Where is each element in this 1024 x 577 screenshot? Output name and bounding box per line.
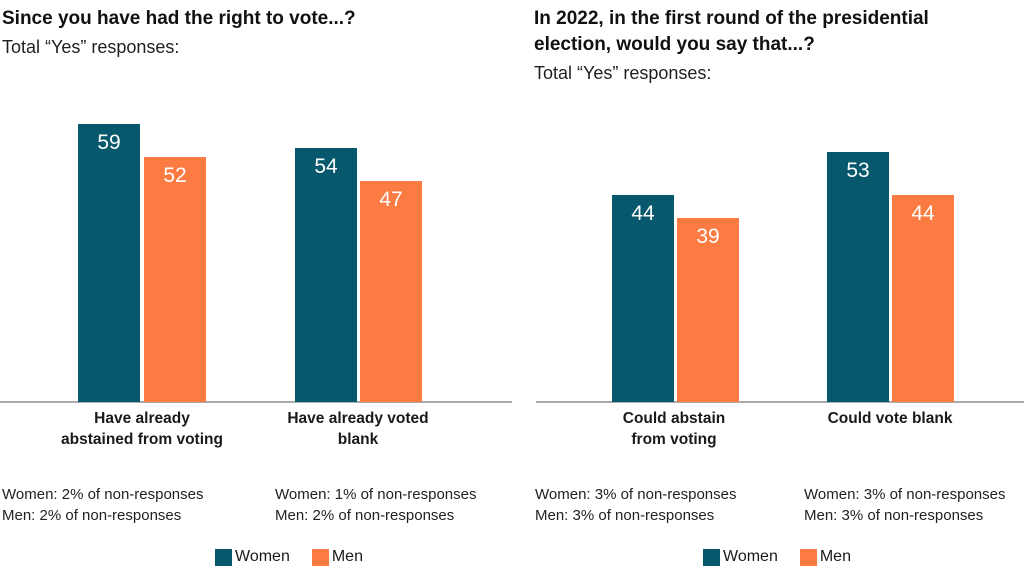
category-label-line: Have already (94, 410, 190, 427)
footnote-line-women: Women: 2% of non-responses (2, 486, 204, 503)
category-label-could-abstain: Could abstain from voting (564, 408, 784, 450)
category-label-line: abstained from voting (61, 431, 223, 448)
category-label-abstained: Have already abstained from voting (32, 408, 252, 450)
legend-swatch-women (703, 548, 720, 566)
chart-title-line: election, would you say that...? (534, 34, 815, 55)
bar-value-label: 39 (696, 225, 720, 248)
chart-header: Since you have had the right to vote...?… (2, 6, 506, 60)
category-label-line: from voting (631, 431, 717, 448)
category-label-line: Could vote blank (827, 410, 953, 427)
bar-women-could-vote-blank: 53 (827, 152, 889, 402)
chart-voting-history: Since you have had the right to vote...?… (0, 6, 512, 566)
footnote-could-vote-blank: Women: 3% of non-responses Men: 3% of no… (804, 484, 1006, 526)
category-label-could-vote-blank: Could vote blank (780, 408, 1000, 429)
footnote-abstained: Women: 2% of non-responses Men: 2% of no… (2, 484, 204, 526)
legend-label-men: Men (331, 548, 363, 565)
category-label-line: Could abstain (622, 410, 726, 427)
chart-2022-election: In 2022, in the first round of the presi… (512, 0, 1024, 577)
bar-value-label: 44 (911, 202, 935, 225)
legend-label-men: Men (819, 548, 851, 565)
bar-men-could-vote-blank: 44 (892, 195, 954, 402)
chart-title-line: Since you have had the right to vote...? (2, 8, 356, 29)
x-axis-line (536, 401, 1024, 403)
footnote-line-men: Men: 2% of non-responses (275, 507, 455, 524)
category-label-voted-blank: Have already voted blank (248, 408, 468, 450)
bar-women-voted-blank: 54 (295, 148, 357, 402)
footnote-line-men: Men: 3% of non-responses (535, 507, 715, 524)
footnote-line-men: Men: 3% of non-responses (804, 507, 984, 524)
bar-women-could-abstain: 44 (612, 195, 674, 402)
bar-value-label: 54 (314, 155, 338, 178)
chart-header: In 2022, in the first round of the presi… (534, 6, 1018, 86)
legend-swatch-men (799, 548, 817, 566)
chart-subtitle: Total “Yes” responses: (2, 37, 180, 57)
legend-swatch-men (311, 548, 329, 566)
footnote-line-women: Women: 3% of non-responses (804, 486, 1006, 503)
bar-value-label: 52 (163, 164, 187, 187)
legend-label-women: Women (723, 548, 778, 565)
chart-title-line: In 2022, in the first round of the presi… (534, 8, 929, 29)
footnote-voted-blank: Women: 1% of non-responses Men: 2% of no… (275, 484, 477, 526)
bar-men-abstained: 52 (144, 157, 206, 402)
chart-title: In 2022, in the first round of the presi… (534, 6, 1018, 58)
bar-men-voted-blank: 47 (360, 181, 422, 402)
bar-women-abstained: 59 (78, 124, 140, 402)
category-label-line: Have already voted (287, 410, 429, 427)
legend-label-women: Women (235, 548, 290, 565)
bar-value-label: 47 (379, 188, 403, 211)
footnote-line-women: Women: 1% of non-responses (275, 486, 477, 503)
bar-value-label: 53 (846, 159, 870, 182)
chart-title: Since you have had the right to vote...? (2, 6, 506, 32)
footnote-line-women: Women: 3% of non-responses (535, 486, 737, 503)
chart-subtitle: Total “Yes” responses: (534, 63, 712, 83)
bar-men-could-abstain: 39 (677, 218, 739, 402)
category-label-line: blank (337, 431, 379, 448)
legend: Women Men (215, 548, 363, 566)
legend-swatch-women (215, 548, 232, 566)
bar-value-label: 44 (631, 202, 655, 225)
footnote-could-abstain: Women: 3% of non-responses Men: 3% of no… (535, 484, 737, 526)
x-axis-line (0, 401, 512, 403)
footnote-line-men: Men: 2% of non-responses (2, 507, 182, 524)
legend: Women Men (703, 548, 851, 566)
bar-value-label: 59 (97, 131, 121, 154)
